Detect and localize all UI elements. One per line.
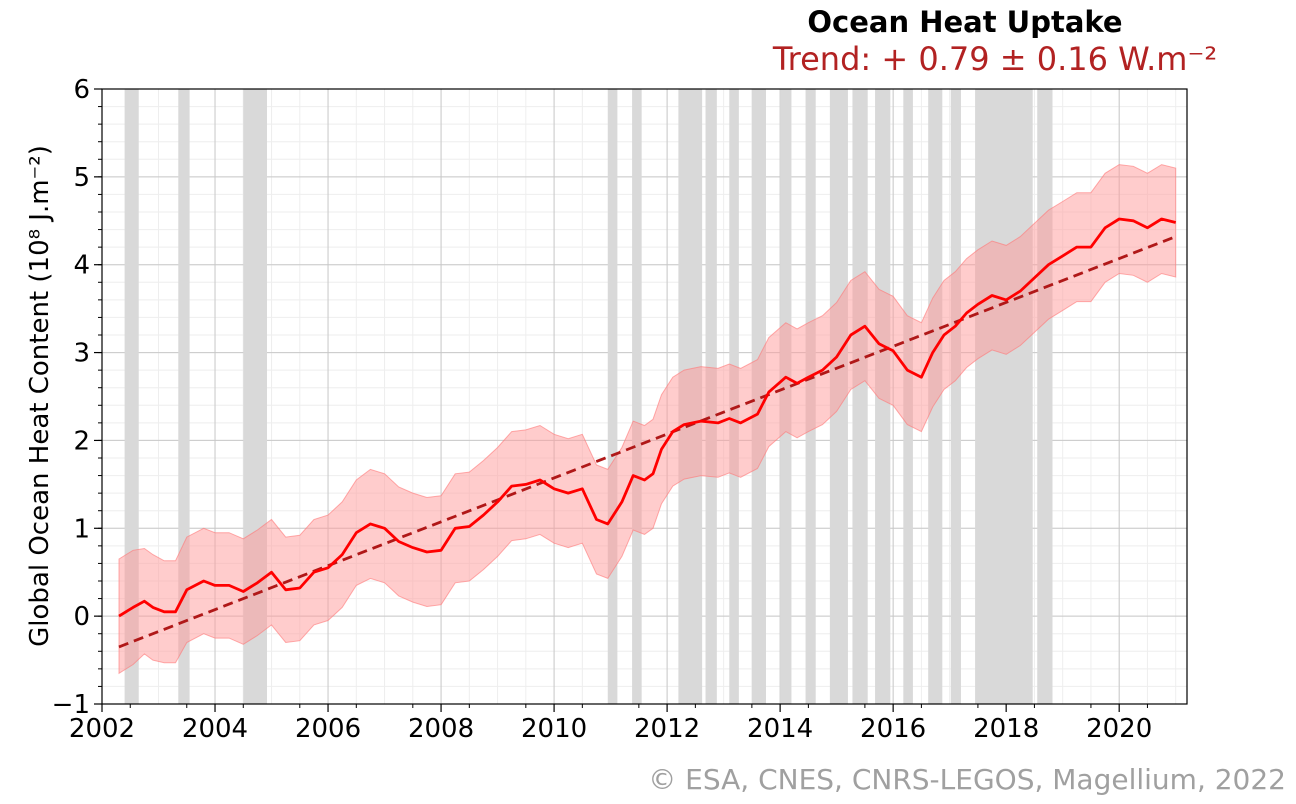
uncertainty-band (118, 164, 1177, 675)
data-gap-band (852, 89, 868, 704)
x-tick-label: 2004 (182, 714, 248, 744)
y-tick-label: 3 (73, 339, 90, 369)
copyright-credit: © ESA, CNES, CNRS-LEGOS, Magellium, 2022 (648, 763, 1286, 796)
trend-line (118, 235, 1177, 649)
data-gap-band (950, 89, 961, 704)
plot-frame (101, 88, 1188, 705)
y-tick-label: 2 (73, 426, 90, 456)
y-tick-label: 5 (73, 163, 90, 193)
x-tick-label: 2002 (69, 714, 135, 744)
x-tick-label: 2016 (860, 714, 926, 744)
y-tick-label: 1 (73, 514, 90, 544)
ocean-heat-series-line (118, 217, 1177, 618)
y-tick-label: 6 (73, 75, 90, 105)
x-tick-label: 2006 (295, 714, 361, 744)
data-gap-band (632, 89, 642, 704)
x-tick-label: 2020 (1086, 714, 1152, 744)
x-tick-label: 2014 (747, 714, 813, 744)
data-gap-band (607, 89, 618, 704)
x-tick-label: 2010 (521, 714, 587, 744)
x-tick-label: 2012 (634, 714, 700, 744)
chart-title: Ocean Heat Uptake (807, 5, 1123, 39)
data-gap-band (178, 89, 190, 704)
y-tick-label: 0 (73, 602, 90, 632)
x-tick-label: 2018 (973, 714, 1039, 744)
data-gap-band (975, 89, 1033, 704)
x-tick-label: 2008 (408, 714, 474, 744)
data-gap-band (1037, 89, 1053, 704)
trend-label: Trend: + 0.79 ± 0.16 W.m⁻² (772, 40, 1218, 78)
y-tick-label: −1 (52, 690, 90, 720)
y-tick-label: 4 (73, 251, 90, 281)
